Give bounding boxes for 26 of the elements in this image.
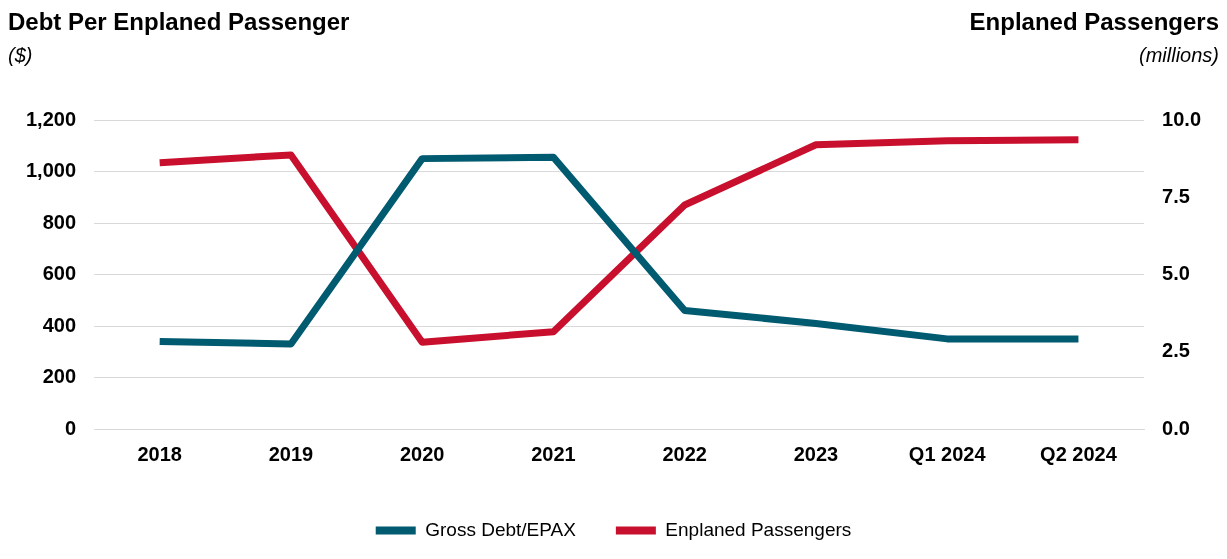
x-tick-label: 2021	[531, 442, 576, 465]
y2-tick-label: 2.5	[1162, 339, 1190, 362]
x-tick-label: Q2 2024	[1040, 442, 1118, 465]
text: (millions)	[1138, 44, 1219, 67]
y2-axis-title: Enplaned Passengers	[969, 8, 1219, 36]
y2-tick-label: 5.0	[1162, 262, 1190, 285]
legend-label: Gross Debt/EPAX	[425, 518, 577, 540]
y-tick-label: 0	[64, 416, 77, 439]
y-tick-label: 200	[42, 365, 77, 388]
x-tick-label: 2019	[268, 442, 314, 465]
x-tick-label: 2018	[137, 442, 182, 465]
x-tick-label: 2022	[662, 442, 707, 465]
y-tick-label: 400	[42, 313, 77, 336]
y-tick-label: 1,000	[25, 159, 77, 182]
text: ($)	[8, 44, 34, 67]
y-axis-title: Debt Per Enplaned Passenger	[8, 8, 350, 36]
legend-label: Enplaned Passengers	[665, 518, 852, 540]
y-tick-label: 800	[42, 210, 77, 233]
x-tick-label: Q1 2024	[908, 442, 987, 465]
y2-tick-label: 7.5	[1162, 184, 1190, 207]
y2-tick-label: 0.0	[1162, 416, 1190, 439]
x-tick-label: 2023	[793, 442, 839, 465]
y-tick-label: 600	[42, 262, 77, 285]
y-tick-label: 1,200	[25, 107, 77, 130]
y2-tick-label: 10.0	[1162, 107, 1202, 130]
x-tick-label: 2020	[399, 442, 445, 465]
